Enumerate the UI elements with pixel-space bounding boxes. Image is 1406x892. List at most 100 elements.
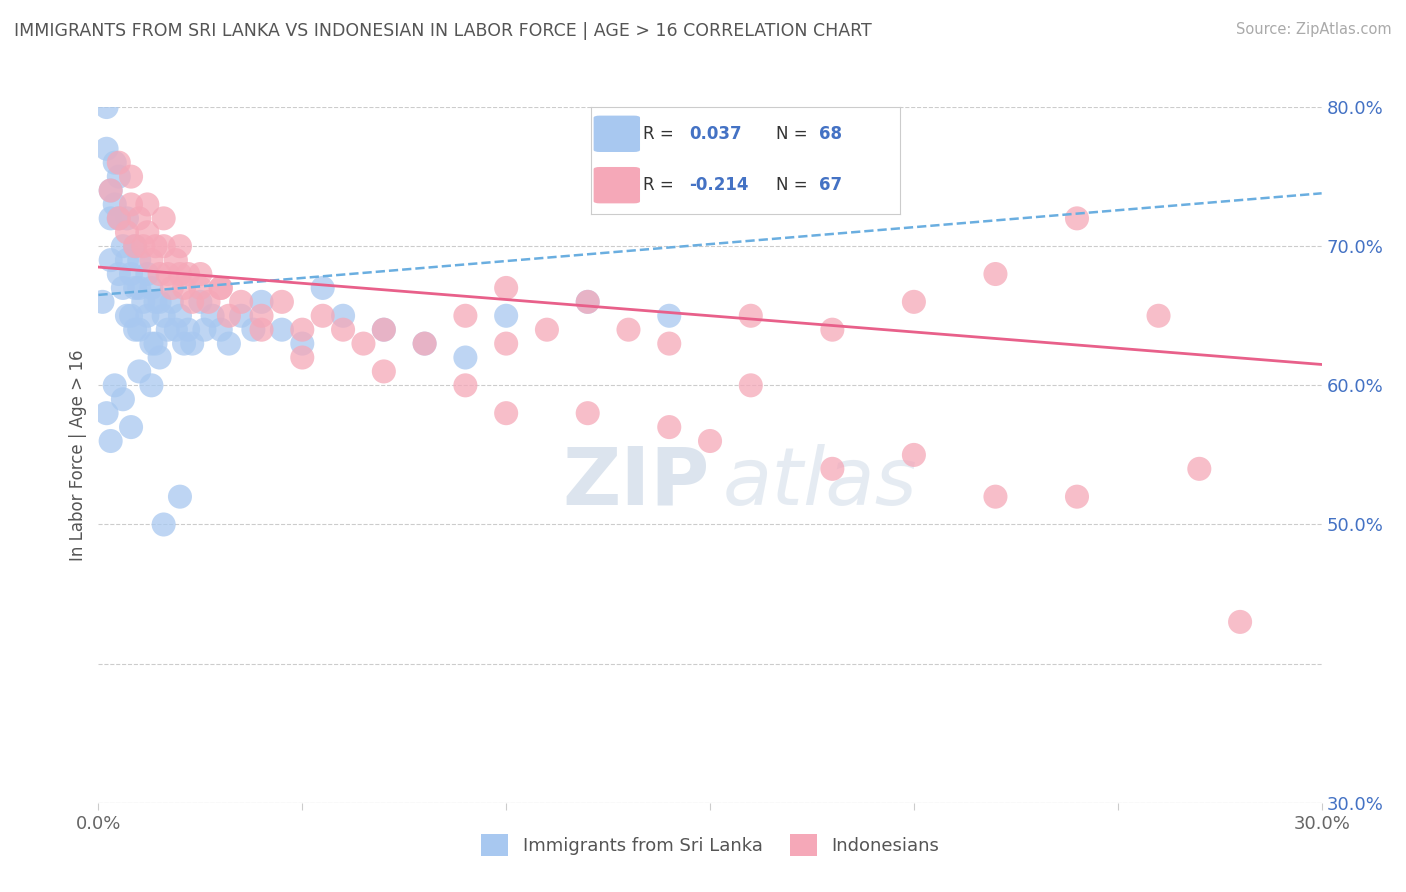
Point [156, 267, 179, 281]
Point [984, 267, 1007, 281]
Point [136, 309, 159, 323]
Point [209, 281, 232, 295]
Point [96, 406, 118, 420]
Point [495, 336, 517, 351]
Point [250, 323, 273, 337]
Point [173, 336, 195, 351]
FancyBboxPatch shape [593, 116, 640, 152]
Point [231, 294, 253, 309]
Point [115, 253, 138, 268]
Point [188, 294, 212, 309]
Point [160, 281, 183, 295]
Point [576, 294, 599, 309]
Point [156, 323, 179, 337]
Point [96, 100, 118, 114]
Point [413, 336, 436, 351]
Point [111, 239, 134, 253]
Point [231, 309, 253, 323]
Point [96, 142, 118, 156]
Point [1066, 490, 1088, 504]
Text: ZIP: ZIP [562, 443, 710, 522]
Point [149, 267, 172, 281]
Point [1188, 462, 1211, 476]
Text: -0.214: -0.214 [689, 177, 749, 194]
Point [132, 294, 155, 309]
Point [136, 197, 159, 211]
Point [250, 309, 273, 323]
Point [242, 323, 264, 337]
Point [312, 281, 335, 295]
Point [169, 239, 191, 253]
Point [413, 336, 436, 351]
Point [152, 309, 174, 323]
Point [152, 239, 174, 253]
Point [169, 309, 191, 323]
Point [454, 378, 477, 392]
Point [188, 281, 212, 295]
Point [165, 323, 187, 337]
Point [291, 336, 314, 351]
Point [218, 336, 240, 351]
Point [188, 267, 212, 281]
Point [100, 184, 122, 198]
Text: atlas: atlas [723, 443, 917, 522]
Point [332, 309, 354, 323]
Point [209, 323, 232, 337]
Point [903, 448, 925, 462]
Point [903, 294, 925, 309]
Point [201, 309, 224, 323]
Point [124, 239, 146, 253]
Point [1066, 211, 1088, 226]
Point [128, 281, 150, 295]
Point [495, 309, 517, 323]
Text: N =: N = [776, 177, 813, 194]
Y-axis label: In Labor Force | Age > 16: In Labor Force | Age > 16 [69, 349, 87, 561]
Point [658, 309, 681, 323]
Point [91, 294, 114, 309]
Point [373, 364, 395, 378]
FancyBboxPatch shape [593, 167, 640, 203]
Point [699, 434, 721, 448]
Point [152, 211, 174, 226]
Legend: Immigrants from Sri Lanka, Indonesians: Immigrants from Sri Lanka, Indonesians [474, 827, 946, 863]
Point [149, 351, 172, 365]
Point [100, 184, 122, 198]
Point [373, 323, 395, 337]
Point [658, 420, 681, 434]
Text: Source: ZipAtlas.com: Source: ZipAtlas.com [1236, 22, 1392, 37]
Text: 68: 68 [820, 125, 842, 143]
Point [209, 281, 232, 295]
Point [197, 294, 219, 309]
Point [291, 351, 314, 365]
Point [373, 323, 395, 337]
Point [120, 197, 142, 211]
Text: 67: 67 [820, 177, 842, 194]
Point [165, 253, 187, 268]
Text: N =: N = [776, 125, 813, 143]
Point [576, 406, 599, 420]
Point [141, 336, 163, 351]
Point [120, 169, 142, 184]
Point [124, 239, 146, 253]
Point [128, 364, 150, 378]
Point [145, 239, 167, 253]
Text: R =: R = [643, 177, 679, 194]
Point [100, 211, 122, 226]
Point [128, 323, 150, 337]
Point [454, 351, 477, 365]
Point [104, 378, 127, 392]
Point [141, 281, 163, 295]
Point [115, 225, 138, 239]
Text: IMMIGRANTS FROM SRI LANKA VS INDONESIAN IN LABOR FORCE | AGE > 16 CORRELATION CH: IMMIGRANTS FROM SRI LANKA VS INDONESIAN … [14, 22, 872, 40]
Point [136, 267, 159, 281]
Point [120, 267, 142, 281]
Point [169, 490, 191, 504]
Point [145, 336, 167, 351]
Point [250, 294, 273, 309]
Text: R =: R = [643, 125, 679, 143]
Point [291, 323, 314, 337]
Point [152, 517, 174, 532]
Point [1229, 615, 1251, 629]
Point [108, 211, 131, 226]
Point [141, 378, 163, 392]
